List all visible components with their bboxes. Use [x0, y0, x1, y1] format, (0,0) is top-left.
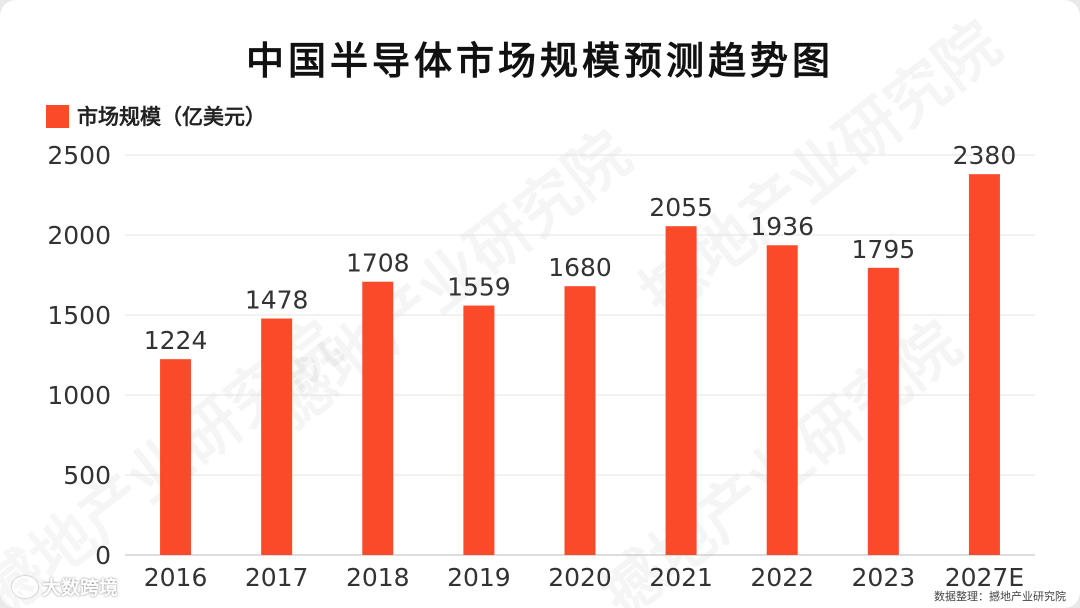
bar [463, 305, 495, 555]
bar [968, 174, 1000, 555]
bar [867, 267, 899, 555]
bar [564, 286, 596, 555]
x-tick-label: 2016 [144, 563, 208, 592]
source-note: 数据整理：撼地产业研究院 [934, 590, 1066, 603]
legend-swatch [46, 104, 69, 128]
bar-value-label: 1478 [245, 286, 309, 315]
bar-value-label: 1559 [447, 273, 511, 302]
bar-value-label: 1936 [750, 212, 814, 241]
y-tick-label: 500 [63, 461, 111, 490]
bar-value-label: 1680 [548, 253, 612, 282]
y-tick-label: 2500 [47, 141, 111, 170]
bar [261, 318, 293, 555]
chart-title: 中国半导体市场规模预测趋势图 [245, 39, 834, 83]
bar-value-label: 1795 [852, 235, 916, 264]
x-tick-label: 2022 [750, 563, 814, 592]
x-tick-label: 2019 [447, 563, 511, 592]
x-tick-label: 2021 [649, 563, 713, 592]
bar-value-label: 2055 [649, 193, 713, 222]
brand-logo: 大数跨境 [12, 573, 118, 600]
x-tick-label: 2017 [245, 563, 309, 592]
x-tick-label: 2018 [346, 563, 410, 592]
y-tick-label: 2000 [47, 221, 111, 250]
x-tick-label: 2027E [945, 563, 1024, 592]
legend: 市场规模（亿美元） [46, 101, 266, 131]
bar-value-label: 1708 [346, 249, 410, 278]
brand-logo-icon [12, 575, 38, 598]
bar [362, 281, 394, 555]
bar [665, 226, 697, 555]
bar [766, 245, 798, 556]
y-tick-label: 1000 [47, 381, 111, 410]
bar-value-label: 1224 [144, 326, 208, 355]
brand-name: 大数跨境 [42, 577, 119, 599]
bar [160, 359, 192, 555]
bar-value-label: 2380 [953, 141, 1017, 170]
y-tick-label: 0 [95, 541, 111, 570]
y-tick-label: 1500 [47, 301, 111, 330]
legend-label: 市场规模（亿美元） [77, 105, 266, 129]
x-tick-label: 2020 [548, 563, 612, 592]
x-tick-label: 2023 [852, 563, 916, 592]
